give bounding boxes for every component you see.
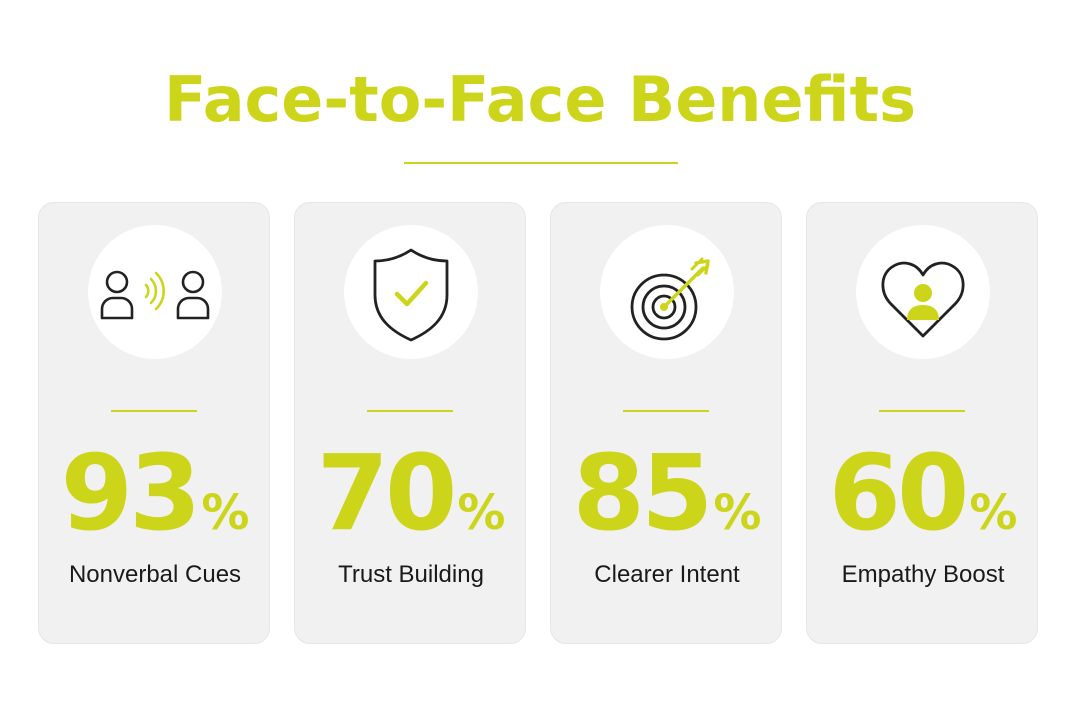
stat-label: Nonverbal Cues bbox=[68, 561, 242, 588]
percent-sign: % bbox=[713, 485, 762, 541]
page-title: Face-to-Face Benefits bbox=[164, 63, 916, 136]
stat-number: 85 bbox=[572, 432, 714, 554]
percent-sign: % bbox=[969, 485, 1018, 541]
percent-sign: % bbox=[457, 485, 506, 541]
stat-value: 93% bbox=[39, 433, 271, 573]
icon-badge bbox=[856, 225, 990, 359]
shield-check-icon bbox=[373, 248, 449, 342]
stat-value: 85% bbox=[551, 433, 783, 573]
stat-number: 70 bbox=[316, 432, 458, 554]
stat-number: 60 bbox=[828, 432, 970, 554]
benefit-card-empathy-boost: 60% Empathy Boost bbox=[806, 202, 1038, 644]
stat-value: 70% bbox=[295, 433, 527, 573]
stat-label: Trust Building bbox=[338, 561, 484, 588]
card-divider bbox=[623, 410, 709, 412]
percent-sign: % bbox=[201, 485, 250, 541]
stat-label: Empathy Boost bbox=[841, 561, 1005, 588]
conversation-people-icon bbox=[100, 270, 210, 320]
icon-badge bbox=[600, 225, 734, 359]
icon-badge bbox=[88, 225, 222, 359]
card-divider bbox=[879, 410, 965, 412]
benefit-card-nonverbal-cues: 93% Nonverbal Cues bbox=[38, 202, 270, 644]
card-divider bbox=[367, 410, 453, 412]
benefit-card-clearer-intent: 85% Clearer Intent bbox=[550, 202, 782, 644]
stat-label: Clearer Intent bbox=[594, 561, 740, 588]
target-arrow-icon bbox=[630, 257, 710, 341]
card-divider bbox=[111, 410, 197, 412]
heart-person-icon bbox=[881, 261, 965, 338]
benefit-card-trust-building: 70% Trust Building bbox=[294, 202, 526, 644]
icon-badge bbox=[344, 225, 478, 359]
stat-number: 93 bbox=[60, 432, 202, 554]
stat-value: 60% bbox=[807, 433, 1039, 573]
title-divider bbox=[404, 162, 678, 164]
